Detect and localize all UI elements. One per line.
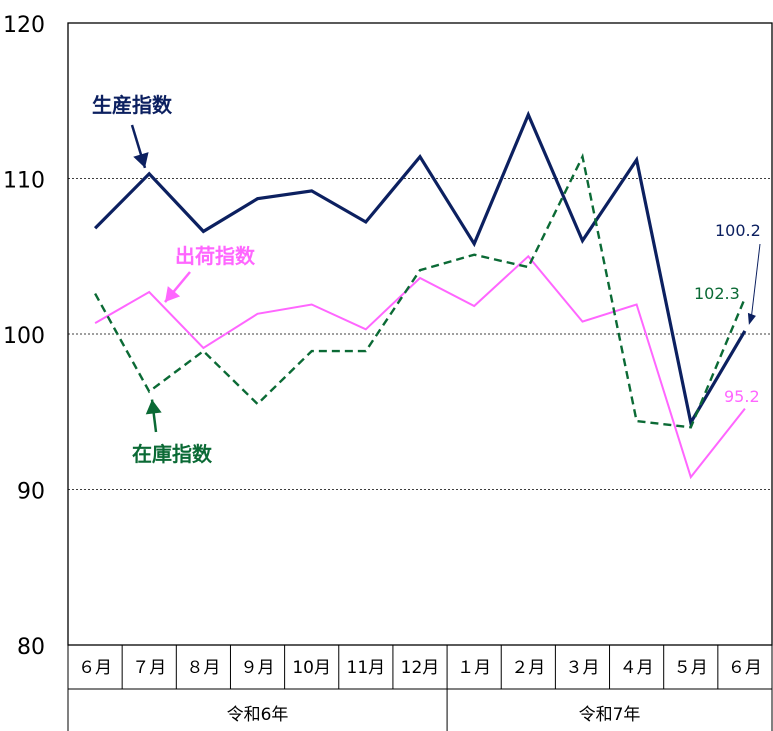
end-value-pointer — [750, 243, 761, 321]
end-value-label-1: 100.2 — [715, 221, 761, 240]
series-arrow-3-head — [145, 399, 162, 415]
x-tick-label: １月 — [457, 658, 491, 678]
x-tick-label: 11月 — [347, 658, 386, 678]
series-arrow-1-head — [133, 152, 149, 168]
gridlines — [68, 178, 772, 490]
y-tick-label: 100 — [3, 324, 45, 349]
y-axis: 80 90 100 110 120 — [3, 13, 45, 660]
series-label-2: 出荷指数 — [175, 244, 256, 268]
series-label-1: 生産指数 — [92, 93, 173, 117]
plot-frame — [67, 22, 773, 646]
series-line-2 — [94, 254, 746, 480]
y-tick-label: 80 — [17, 635, 45, 660]
series-lines — [93, 110, 747, 480]
x-tick-label: ６月 — [78, 658, 112, 678]
x-tick-label: ２月 — [511, 658, 545, 678]
x-tick-label: ８月 — [186, 658, 220, 678]
end-value-label-3: 102.3 — [694, 284, 740, 303]
y-tick-label: 90 — [17, 480, 45, 505]
x-tick-label: ５月 — [674, 658, 708, 678]
x-tick-label: ４月 — [620, 658, 654, 678]
series-arrow-2-head — [165, 286, 181, 303]
x-tick-label: ９月 — [241, 658, 275, 678]
x-tick-label: ７月 — [132, 658, 166, 678]
series-label-3: 在庫指数 — [132, 442, 213, 466]
y-tick-label: 120 — [3, 13, 45, 38]
x-tick-label: ３月 — [565, 658, 599, 678]
x-tick-label: 10月 — [292, 658, 331, 678]
series-line-1 — [93, 110, 747, 427]
x-tick-label: 12月 — [401, 658, 440, 678]
y-tick-label: 110 — [3, 169, 45, 194]
end-value-label-2: 95.2 — [724, 387, 760, 406]
year-group-label: 令和6年 — [227, 705, 289, 725]
x-tick-label: ６月 — [728, 658, 762, 678]
series-line-3 — [94, 153, 747, 429]
end-value-pointer-head — [747, 312, 756, 325]
year-group-label: 令和7年 — [579, 705, 641, 725]
